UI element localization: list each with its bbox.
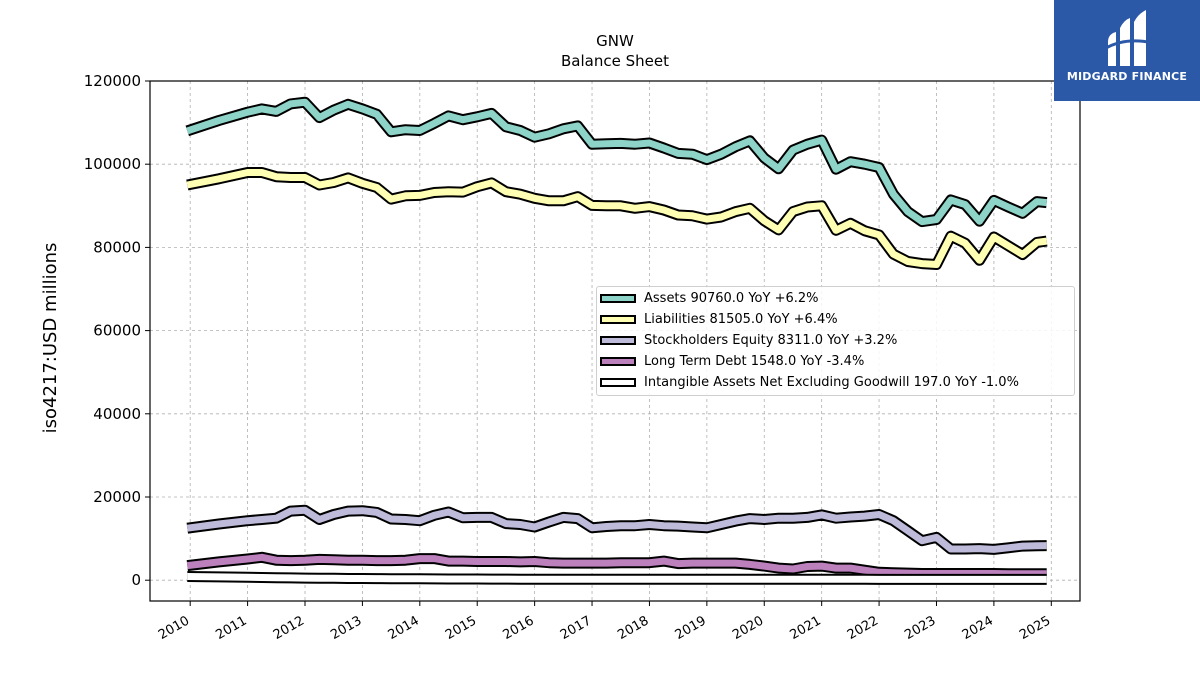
series-line-0 [186,98,1048,226]
x-tick-label: 2016 [500,613,536,643]
legend-swatch-long-term-debt [600,356,636,366]
series-line-2 [186,506,1047,553]
y-tick-label: 100000 [84,155,141,173]
legend-item-assets: Assets 90760.0 YoY +6.2% [599,288,819,308]
x-tick-label: 2023 [902,613,938,643]
series-line-4 [187,573,1047,583]
brand-name: MIDGARD FINANCE [1066,70,1188,83]
legend-item-liabilities: Liabilities 81505.0 YoY +6.4% [599,309,838,329]
legend-label-intangible-assets: Intangible Assets Net Excluding Goodwill… [644,374,1019,390]
y-tick-label: 0 [131,571,141,589]
x-tick-label: 2011 [213,613,249,643]
chart-subtitle: Balance Sheet [561,52,669,70]
legend: Assets 90760.0 YoY +6.2% Liabilities 815… [596,286,1075,396]
y-tick-label: 120000 [84,72,141,90]
legend-swatch-intangible-assets [600,377,636,387]
x-tick-label: 2021 [788,613,824,643]
legend-label-stockholders-equity: Stockholders Equity 8311.0 YoY +3.2% [644,332,898,348]
y-axis-label: iso4217:USD millions [40,243,61,434]
x-tick-label: 2019 [673,613,709,643]
x-tick-label: 2012 [271,613,307,643]
legend-swatch-stockholders-equity [600,335,636,345]
x-tick-label: 2022 [845,613,881,643]
x-tick-label: 2010 [156,613,192,643]
y-tick-label: 60000 [93,322,141,340]
x-tick-label: 2013 [328,613,364,643]
x-tick-label: 2015 [443,613,479,643]
legend-label-long-term-debt: Long Term Debt 1548.0 YoY -3.4% [644,353,865,369]
series-line-1 [186,169,1048,268]
x-tick-label: 2018 [615,613,651,643]
x-axis: 2010 2011 2012 2013 2014 2015 2016 2017 2018 2019… [156,601,1053,643]
midgard-logo-icon [1105,10,1149,66]
legend-label-assets: Assets 90760.0 YoY +6.2% [644,290,819,306]
series-line-3 [186,553,1047,578]
brand-logo-box: MIDGARD FINANCE [1054,0,1200,101]
legend-item-stockholders-equity: Stockholders Equity 8311.0 YoY +3.2% [599,330,897,350]
x-tick-label: 2025 [1017,613,1053,643]
legend-item-intangible-assets: Intangible Assets Net Excluding Goodwill… [599,372,1019,392]
x-tick-label: 2024 [960,613,996,643]
x-tick-label: 2020 [730,613,766,643]
legend-swatch-liabilities [600,314,636,324]
y-tick-label: 40000 [93,405,141,423]
y-tick-label: 80000 [93,238,141,256]
x-tick-label: 2017 [558,613,594,643]
plot-frame [149,80,1081,602]
legend-item-long-term-debt: Long Term Debt 1548.0 YoY -3.4% [599,351,864,371]
legend-label-liabilities: Liabilities 81505.0 YoY +6.4% [644,311,838,327]
chart-title: GNW [596,32,634,50]
y-tick-label: 20000 [93,488,141,506]
x-tick-label: 2014 [386,613,422,643]
legend-swatch-assets [600,293,636,303]
series-lines [185,96,1048,585]
y-axis: 0 20000 40000 60000 80000 100000 120000 [84,72,150,589]
